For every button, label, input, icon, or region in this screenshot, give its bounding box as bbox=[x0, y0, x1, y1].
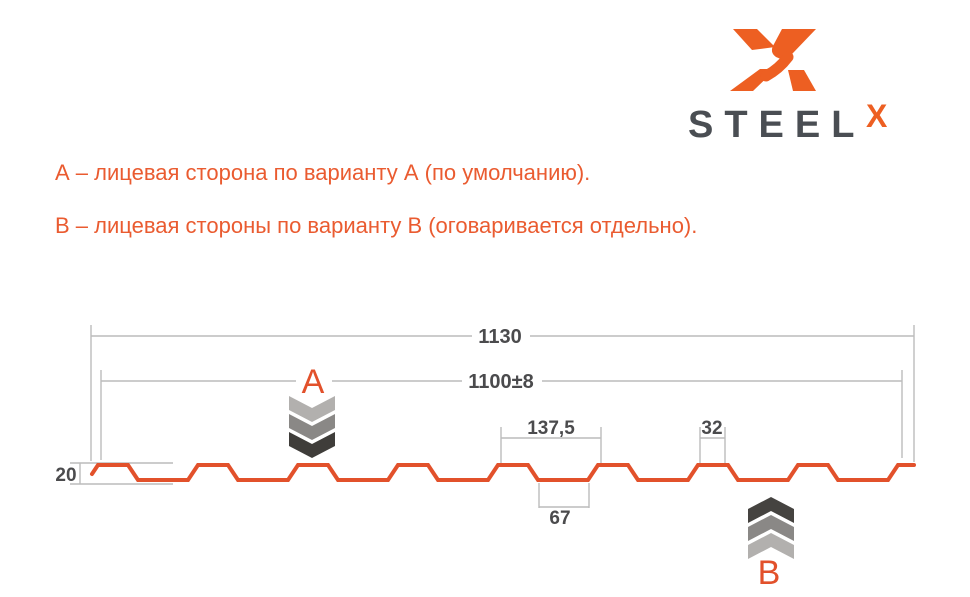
side-b-chevron-2-icon bbox=[748, 515, 794, 541]
side-a-chevron-1-icon bbox=[289, 396, 335, 422]
sheet-profile-outline bbox=[90, 463, 916, 482]
side-a-chevron-3-icon bbox=[289, 432, 335, 458]
logo-superscript-x: X bbox=[866, 98, 888, 134]
side-b-chevron-3-icon bbox=[748, 533, 794, 559]
steelx-x-icon bbox=[730, 29, 816, 91]
steelx-logo: STEEL X bbox=[680, 10, 930, 160]
side-b-label: В bbox=[758, 554, 781, 592]
dimension-overall-width: 1130 bbox=[90, 325, 915, 462]
logo-center-hook bbox=[760, 51, 794, 82]
dimension-overall-width-value: 1130 bbox=[478, 326, 521, 348]
dimension-profile-height-value: 20 bbox=[55, 465, 76, 486]
dimension-rib-bottom-value: 67 bbox=[549, 508, 570, 529]
dimension-rib-bottom: 67 bbox=[538, 483, 590, 529]
dimension-working-width: 1100±8 bbox=[100, 370, 903, 460]
dimension-rib-pitch: 137,5 bbox=[500, 418, 602, 463]
side-a-marker: А bbox=[289, 363, 335, 458]
dimension-working-width-value: 1100±8 bbox=[468, 371, 534, 393]
profile-drawing: 1130 1100±8 137,5 32 67 20 bbox=[55, 325, 916, 592]
side-a-label: А bbox=[302, 363, 325, 401]
logo-arm-top-left bbox=[733, 29, 775, 50]
side-b-marker: В bbox=[748, 497, 794, 592]
legend-side-a: А – лицевая сторона по варианту А (по ум… bbox=[55, 160, 591, 185]
dimension-rib-pitch-value: 137,5 bbox=[527, 418, 575, 439]
side-a-chevron-2-icon bbox=[289, 414, 335, 440]
dimension-rib-top: 32 bbox=[699, 418, 726, 463]
side-b-chevron-1-icon bbox=[748, 497, 794, 523]
legend-side-b: В – лицевая стороны по варианту В (огова… bbox=[55, 213, 698, 238]
dimension-rib-top-value: 32 bbox=[701, 418, 722, 439]
dimension-profile-height: 20 bbox=[55, 462, 173, 486]
logo-arm-bottom-right bbox=[788, 70, 816, 91]
logo-arm-top-right bbox=[771, 29, 816, 59]
logo-wordmark: STEEL bbox=[688, 104, 866, 146]
